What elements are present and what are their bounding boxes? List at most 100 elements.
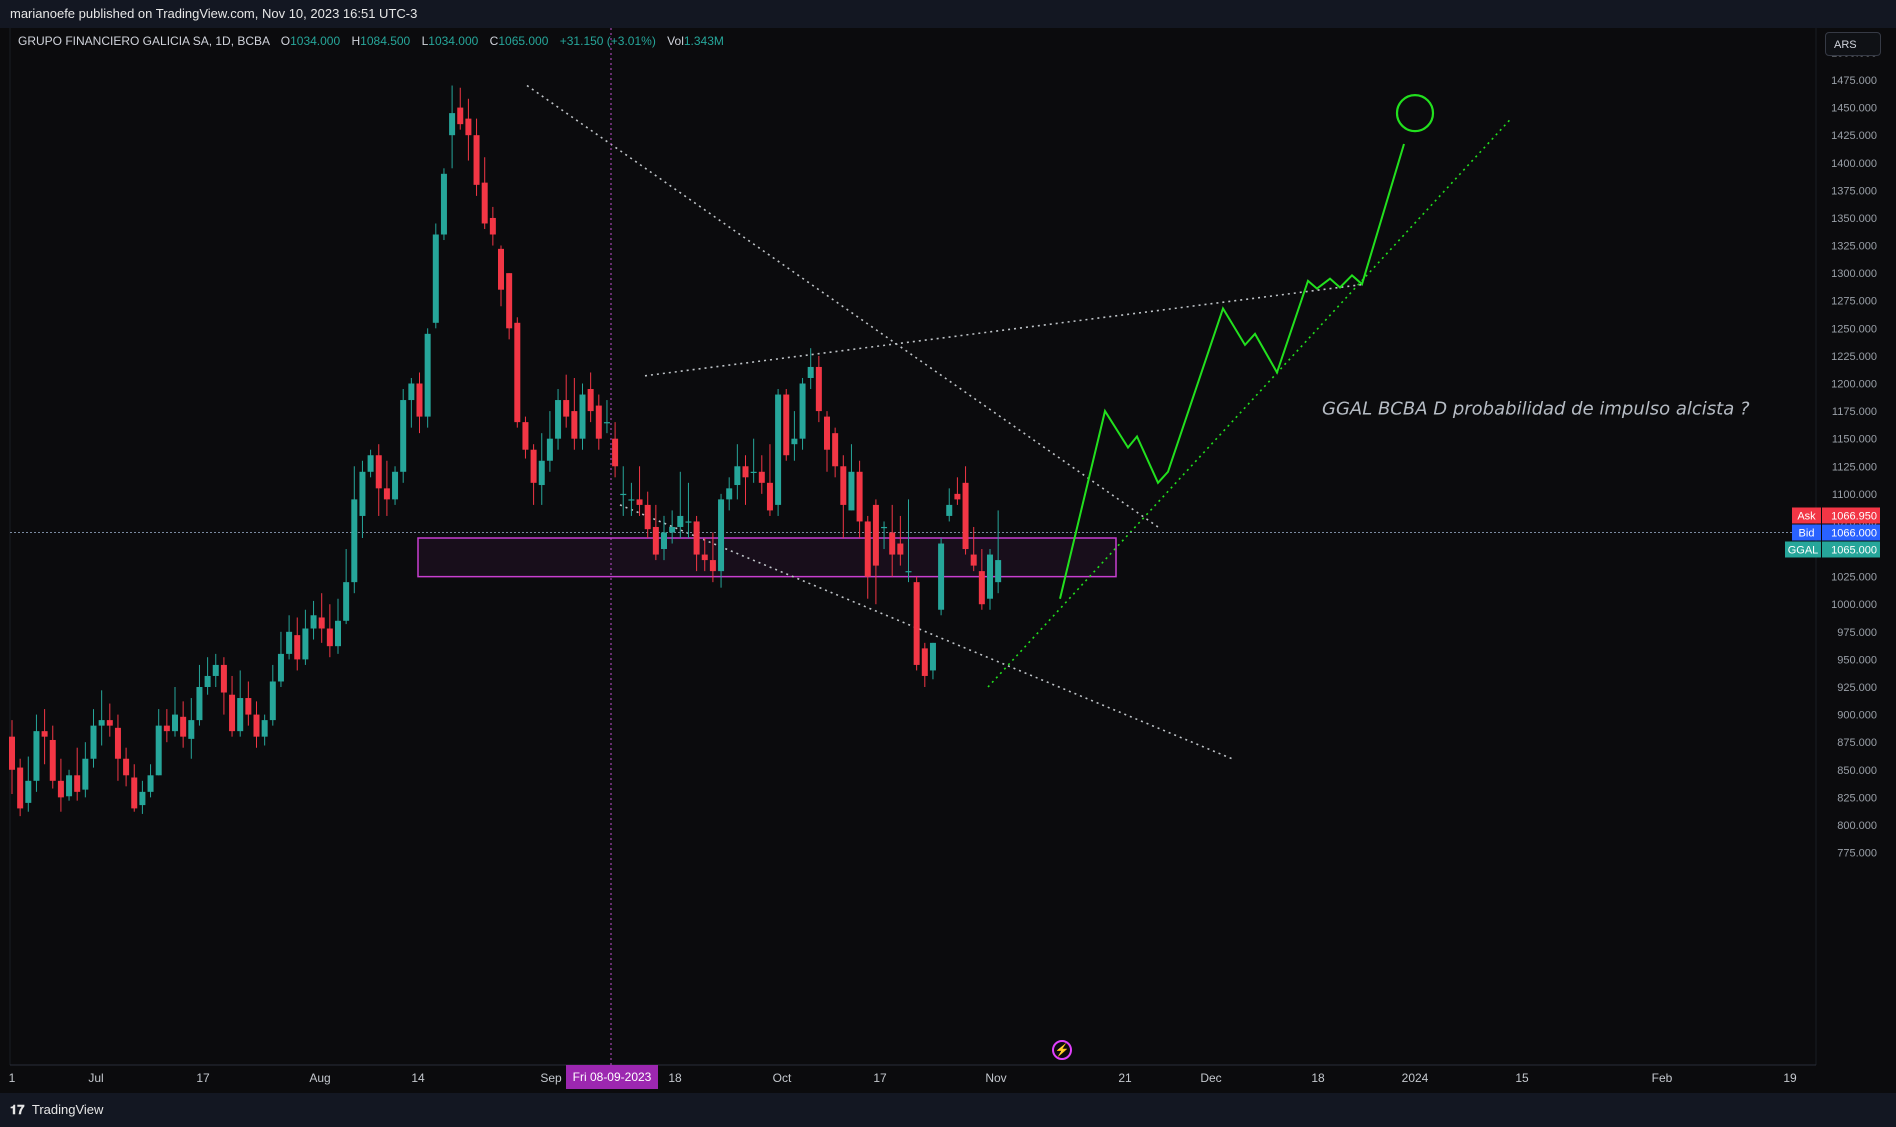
candle-body-41 xyxy=(343,582,350,621)
candle-body-69 xyxy=(571,411,578,439)
candle-body-63 xyxy=(522,422,529,450)
low-value: 1034.000 xyxy=(428,34,479,48)
candle-body-96 xyxy=(791,438,798,445)
candle-body-88 xyxy=(726,488,733,500)
y-tick-23: 925.000 xyxy=(1837,682,1877,694)
price-tag-value-0: 1066.950 xyxy=(1831,510,1877,522)
candle-body-7 xyxy=(66,775,73,797)
candle-body-53 xyxy=(440,173,447,235)
y-tick-24: 900.000 xyxy=(1837,710,1877,722)
candle-body-18 xyxy=(155,725,162,776)
lower-trendline xyxy=(619,504,1233,760)
close-value: 1065.000 xyxy=(498,34,549,48)
candle-body-64 xyxy=(530,449,537,483)
change-value: +31.150 (+3.01%) xyxy=(559,34,656,48)
resistance-trendline xyxy=(644,283,1366,377)
candle-body-95 xyxy=(783,394,790,456)
y-tick-19: 1025.000 xyxy=(1831,572,1877,584)
currency-selector[interactable]: ARS xyxy=(1825,32,1881,56)
x-tick-8: 17 xyxy=(873,1071,887,1085)
high-value: 1084.500 xyxy=(360,34,411,48)
y-tick-25: 875.000 xyxy=(1837,737,1877,749)
symbol-title: GRUPO FINANCIERO GALICIA SA, 1D, BCBA xyxy=(18,34,270,48)
x-tick-14: 15 xyxy=(1515,1071,1529,1085)
y-tick-6: 1350.000 xyxy=(1831,213,1877,225)
y-tick-20: 1000.000 xyxy=(1831,599,1877,611)
candle-body-55 xyxy=(457,107,464,125)
x-tick-6: 18 xyxy=(668,1071,682,1085)
candle-body-4 xyxy=(41,731,48,737)
candle-body-89 xyxy=(734,466,741,486)
price-tag-label-bg-1 xyxy=(1792,524,1821,541)
y-tick-8: 1300.000 xyxy=(1831,268,1877,280)
candle-body-45 xyxy=(375,455,382,489)
candle-body-65 xyxy=(538,460,545,486)
candle-body-47 xyxy=(392,471,399,500)
candle-body-36 xyxy=(302,628,309,660)
lightning-icon[interactable]: ⚡ xyxy=(1052,1040,1072,1060)
tradingview-logo-icon[interactable]: 𝟏𝟕 xyxy=(10,1102,25,1117)
candle-body-74 xyxy=(612,438,619,467)
candle-body-76 xyxy=(628,499,635,501)
y-tick-13: 1175.000 xyxy=(1832,406,1877,418)
candle-body-78 xyxy=(644,504,651,530)
candle-body-0 xyxy=(9,736,15,770)
candle-body-37 xyxy=(310,615,317,629)
support-trendline xyxy=(987,118,1512,688)
x-tick-1: Jul xyxy=(88,1071,103,1085)
close-label: C xyxy=(489,34,499,48)
candle-body-109 xyxy=(897,543,904,555)
price-tag-label-bg-0 xyxy=(1792,507,1821,524)
candle-body-28 xyxy=(237,698,244,732)
candle-body-6 xyxy=(57,780,64,798)
candle-body-61 xyxy=(506,273,513,329)
candle-body-121 xyxy=(995,560,1002,583)
projected-price-path xyxy=(1059,143,1405,599)
candle-body-38 xyxy=(318,617,325,629)
brand-name[interactable]: TradingView xyxy=(31,1102,104,1117)
candle-body-52 xyxy=(432,234,439,323)
price-tag-label-bg-2 xyxy=(1785,541,1821,558)
y-tick-5: 1375.000 xyxy=(1831,185,1877,197)
y-tick-21: 975.000 xyxy=(1837,627,1877,639)
price-tag-label-0: Ask xyxy=(1797,510,1816,522)
y-tick-2: 1450.000 xyxy=(1831,103,1877,115)
candle-body-29 xyxy=(245,698,252,715)
y-tick-12: 1200.000 xyxy=(1831,379,1877,391)
price-chart[interactable]: GGAL BCBA D probabilidad de impulso alci… xyxy=(0,28,1896,1093)
candle-body-116 xyxy=(954,493,961,500)
low-label: L xyxy=(421,34,429,48)
candle-body-57 xyxy=(473,135,480,185)
x-tick-11: Dec xyxy=(1200,1071,1221,1085)
candle-body-111 xyxy=(913,582,920,665)
candle-body-23 xyxy=(196,687,203,721)
candle-body-32 xyxy=(269,681,276,721)
y-tick-22: 950.000 xyxy=(1837,654,1877,666)
candle-body-40 xyxy=(335,620,341,647)
price-tag-value-bg-0 xyxy=(1822,507,1880,524)
open-label: O xyxy=(280,34,291,48)
y-tick-9: 1275.000 xyxy=(1831,296,1877,308)
candle-body-120 xyxy=(987,554,993,599)
high-label: H xyxy=(351,34,361,48)
candle-body-107 xyxy=(881,526,888,529)
candle-body-83 xyxy=(685,521,692,523)
candle-body-9 xyxy=(82,758,89,790)
x-tick-12: 18 xyxy=(1311,1071,1325,1085)
x-tick-16: 19 xyxy=(1783,1071,1797,1085)
candle-body-106 xyxy=(872,504,879,566)
candle-body-44 xyxy=(367,455,374,472)
crosshair-date-label: Fri 08-09-2023 xyxy=(566,1065,658,1089)
x-tick-3: Aug xyxy=(309,1071,330,1085)
candle-body-30 xyxy=(253,714,260,737)
candle-body-84 xyxy=(693,521,700,555)
candle-body-81 xyxy=(669,526,676,533)
candle-body-34 xyxy=(286,631,293,654)
candle-body-26 xyxy=(220,664,227,693)
candle-body-97 xyxy=(799,383,806,439)
price-tag-label-2: GGAL xyxy=(1788,544,1819,556)
candle-body-17 xyxy=(147,775,154,792)
candle-body-24 xyxy=(204,675,211,687)
candle-body-60 xyxy=(498,248,504,290)
candle-body-80 xyxy=(661,532,667,550)
